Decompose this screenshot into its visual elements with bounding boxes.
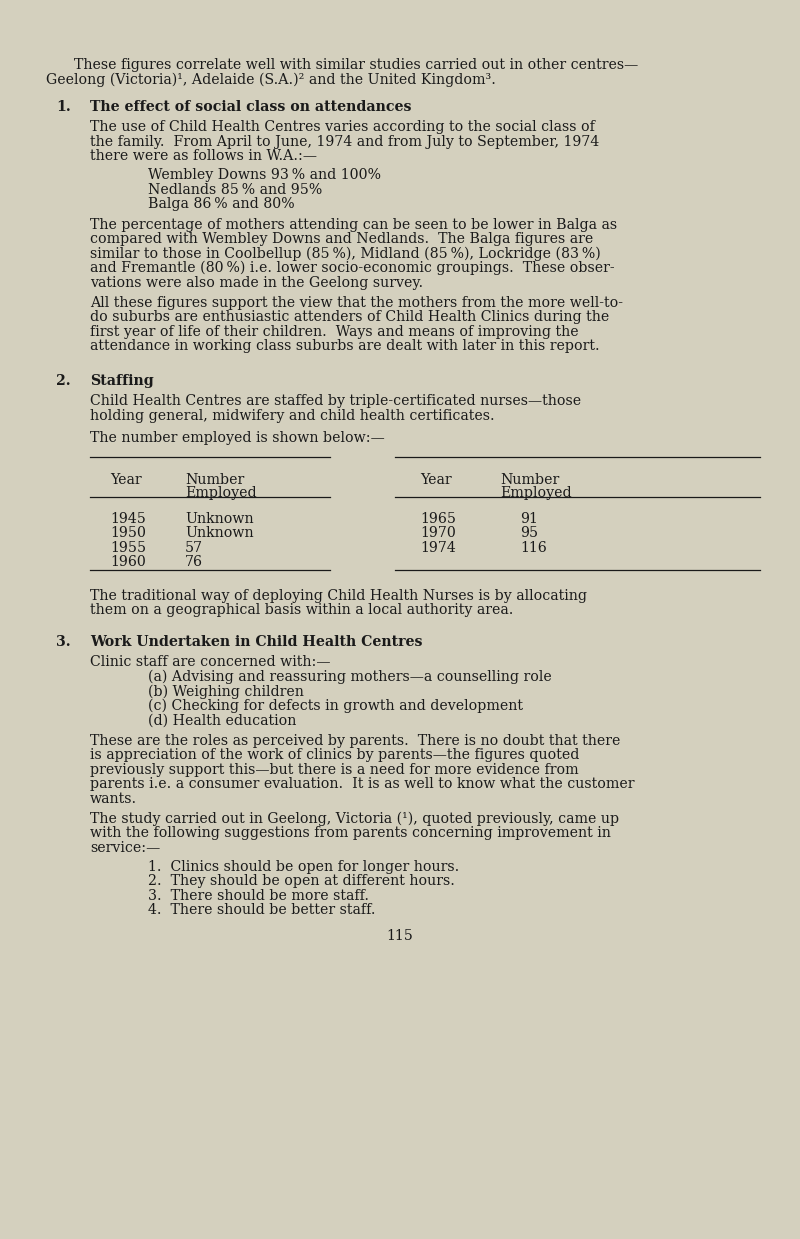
Text: 2.  They should be open at different hours.: 2. They should be open at different hour… bbox=[148, 875, 455, 888]
Text: The percentage of mothers attending can be seen to be lower in Balga as: The percentage of mothers attending can … bbox=[90, 218, 617, 232]
Text: (c) Checking for defects in growth and development: (c) Checking for defects in growth and d… bbox=[148, 699, 523, 714]
Text: Work Undertaken in Child Health Centres: Work Undertaken in Child Health Centres bbox=[90, 636, 422, 649]
Text: These figures correlate well with similar studies carried out in other centres—: These figures correlate well with simila… bbox=[56, 58, 638, 72]
Text: All these figures support the view that the mothers from the more well-to-: All these figures support the view that … bbox=[90, 296, 623, 310]
Text: Staffing: Staffing bbox=[90, 374, 154, 388]
Text: These are the roles as perceived by parents.  There is no doubt that there: These are the roles as perceived by pare… bbox=[90, 733, 620, 747]
Text: (b) Weighing children: (b) Weighing children bbox=[148, 684, 304, 699]
Text: 1945: 1945 bbox=[110, 512, 146, 525]
Text: 1960: 1960 bbox=[110, 555, 146, 570]
Text: and Fremantle (80 %) i.e. lower socio-economic groupings.  These obser-: and Fremantle (80 %) i.e. lower socio-ec… bbox=[90, 261, 614, 275]
Text: Clinic staff are concerned with:—: Clinic staff are concerned with:— bbox=[90, 655, 330, 669]
Text: there were as follows in W.A.:—: there were as follows in W.A.:— bbox=[90, 150, 317, 164]
Text: first year of life of their children.  Ways and means of improving the: first year of life of their children. Wa… bbox=[90, 325, 578, 338]
Text: 3.  There should be more staff.: 3. There should be more staff. bbox=[148, 888, 369, 903]
Text: do suburbs are enthusiastic attenders of Child Health Clinics during the: do suburbs are enthusiastic attenders of… bbox=[90, 310, 610, 325]
Text: 4.  There should be better staff.: 4. There should be better staff. bbox=[148, 903, 375, 917]
Text: 1950: 1950 bbox=[110, 527, 146, 540]
Text: Employed: Employed bbox=[500, 486, 572, 499]
Text: previously support this—but there is a need for more evidence from: previously support this—but there is a n… bbox=[90, 763, 578, 777]
Text: parents i.e. a consumer evaluation.  It is as well to know what the customer: parents i.e. a consumer evaluation. It i… bbox=[90, 777, 634, 792]
Text: Employed: Employed bbox=[185, 486, 257, 499]
Text: Unknown: Unknown bbox=[185, 512, 254, 525]
Text: is appreciation of the work of clinics by parents—the figures quoted: is appreciation of the work of clinics b… bbox=[90, 748, 579, 762]
Text: Balga 86 % and 80%: Balga 86 % and 80% bbox=[148, 197, 294, 211]
Text: 115: 115 bbox=[386, 929, 414, 943]
Text: The number employed is shown below:—: The number employed is shown below:— bbox=[90, 431, 385, 445]
Text: 95: 95 bbox=[520, 527, 538, 540]
Text: Child Health Centres are staffed by triple-certificated nurses—those: Child Health Centres are staffed by trip… bbox=[90, 394, 581, 409]
Text: The use of Child Health Centres varies according to the social class of: The use of Child Health Centres varies a… bbox=[90, 120, 595, 134]
Text: 76: 76 bbox=[185, 555, 203, 570]
Text: (a) Advising and reassuring mothers—a counselling role: (a) Advising and reassuring mothers—a co… bbox=[148, 670, 552, 684]
Text: service:—: service:— bbox=[90, 841, 160, 855]
Text: 3.: 3. bbox=[56, 636, 70, 649]
Text: vations were also made in the Geelong survey.: vations were also made in the Geelong su… bbox=[90, 275, 423, 290]
Text: Number: Number bbox=[500, 473, 559, 487]
Text: The effect of social class on attendances: The effect of social class on attendance… bbox=[90, 100, 411, 114]
Text: with the following suggestions from parents concerning improvement in: with the following suggestions from pare… bbox=[90, 826, 611, 840]
Text: wants.: wants. bbox=[90, 792, 137, 805]
Text: them on a geographical basis within a local authority area.: them on a geographical basis within a lo… bbox=[90, 603, 514, 617]
Text: Year: Year bbox=[420, 473, 452, 487]
Text: 116: 116 bbox=[520, 541, 546, 555]
Text: 1974: 1974 bbox=[420, 541, 456, 555]
Text: (d) Health education: (d) Health education bbox=[148, 714, 296, 727]
Text: 1.: 1. bbox=[56, 100, 70, 114]
Text: attendance in working class suburbs are dealt with later in this report.: attendance in working class suburbs are … bbox=[90, 339, 600, 353]
Text: 91: 91 bbox=[520, 512, 538, 525]
Text: Geelong (Victoria)¹, Adelaide (S.A.)² and the United Kingdom³.: Geelong (Victoria)¹, Adelaide (S.A.)² an… bbox=[46, 73, 496, 87]
Text: Unknown: Unknown bbox=[185, 527, 254, 540]
Text: The traditional way of deploying Child Health Nurses is by allocating: The traditional way of deploying Child H… bbox=[90, 589, 587, 602]
Text: 2.: 2. bbox=[56, 374, 70, 388]
Text: 57: 57 bbox=[185, 541, 203, 555]
Text: compared with Wembley Downs and Nedlands.  The Balga figures are: compared with Wembley Downs and Nedlands… bbox=[90, 232, 594, 247]
Text: Nedlands 85 % and 95%: Nedlands 85 % and 95% bbox=[148, 182, 322, 197]
Text: The study carried out in Geelong, Victoria (¹), quoted previously, came up: The study carried out in Geelong, Victor… bbox=[90, 812, 619, 826]
Text: holding general, midwifery and child health certificates.: holding general, midwifery and child hea… bbox=[90, 409, 494, 422]
Text: Year: Year bbox=[110, 473, 142, 487]
Text: 1965: 1965 bbox=[420, 512, 456, 525]
Text: similar to those in Coolbellup (85 %), Midland (85 %), Lockridge (83 %): similar to those in Coolbellup (85 %), M… bbox=[90, 247, 601, 261]
Text: the family.  From April to June, 1974 and from July to September, 1974: the family. From April to June, 1974 and… bbox=[90, 135, 599, 149]
Text: Wembley Downs 93 % and 100%: Wembley Downs 93 % and 100% bbox=[148, 169, 381, 182]
Text: 1970: 1970 bbox=[420, 527, 456, 540]
Text: Number: Number bbox=[185, 473, 244, 487]
Text: 1955: 1955 bbox=[110, 541, 146, 555]
Text: 1.  Clinics should be open for longer hours.: 1. Clinics should be open for longer hou… bbox=[148, 860, 459, 873]
